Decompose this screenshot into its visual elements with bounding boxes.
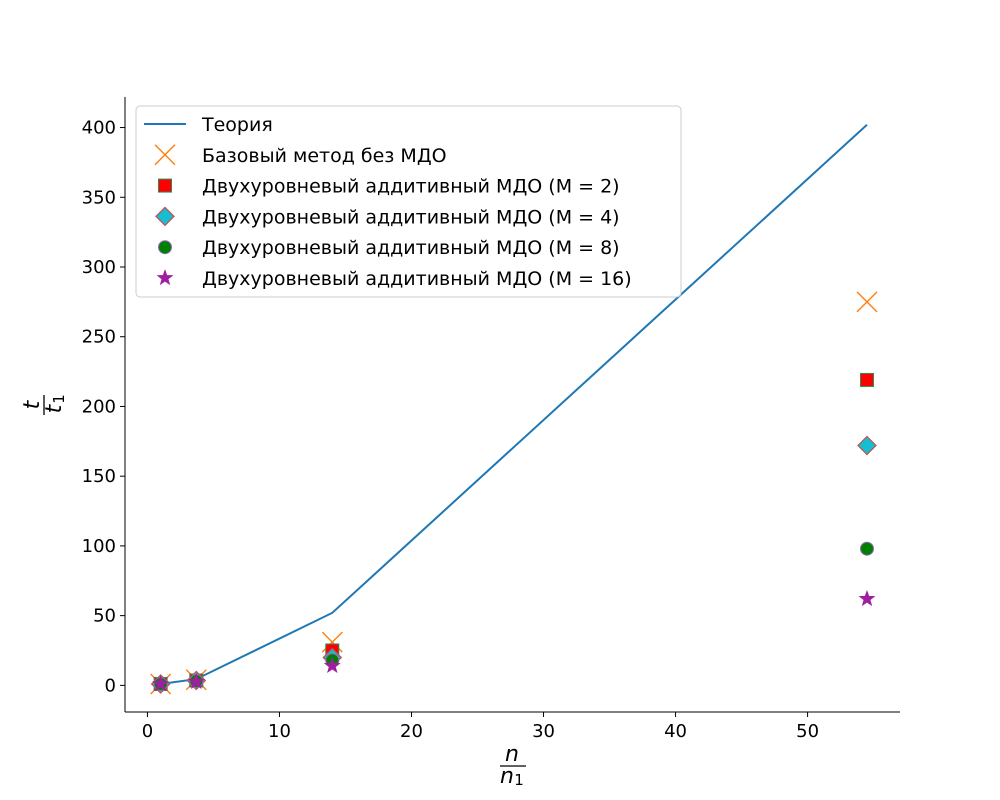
legend-marker <box>155 206 175 227</box>
x-tick-label: 20 <box>400 721 423 742</box>
legend-marker <box>154 144 176 166</box>
legend-marker <box>158 178 172 193</box>
legend-label: Двухуровневый аддитивный МДО (M = 8) <box>202 237 620 259</box>
series-0 <box>160 124 868 685</box>
series-5 <box>152 590 876 692</box>
y-tick-label: 300 <box>82 257 116 278</box>
x-label-numerator: n <box>505 742 519 767</box>
plot-area <box>150 124 878 695</box>
y-tick-label: 200 <box>82 396 116 417</box>
data-point <box>856 291 878 313</box>
legend-frame <box>135 105 682 298</box>
legend-item-0: Теория <box>144 114 273 136</box>
x-label-denominator: n <box>500 764 514 789</box>
series-2 <box>153 372 874 691</box>
series-1 <box>150 291 878 695</box>
legend-marker <box>156 269 174 286</box>
legend-label: Двухуровневый аддитивный МДО (M = 4) <box>202 206 620 228</box>
x-tick-label: 30 <box>532 721 555 742</box>
x-tick-label: 0 <box>142 721 153 742</box>
x-axis-label: n n 1 <box>500 742 526 789</box>
legend-marker-stroke-b <box>154 144 176 166</box>
data-point <box>859 541 874 556</box>
data-point <box>857 435 877 456</box>
y-label-numerator: t <box>20 399 45 409</box>
y-label-denominator-subscript: 1 <box>50 394 68 404</box>
y-tick-label: 350 <box>82 187 116 208</box>
y-ticks: 0 50 100 150 200 250 300 350 400 <box>82 118 125 696</box>
data-point <box>858 590 876 607</box>
y-tick-label: 250 <box>82 327 116 348</box>
legend-item-2: Двухуровневый аддитивный МДО (M = 2) <box>158 176 620 198</box>
x-label-denominator-subscript: 1 <box>514 771 524 789</box>
legend-item-5: Двухуровневый аддитивный МДО (M = 16) <box>156 268 632 290</box>
legend-item-4: Двухуровневый аддитивный МДО (M = 8) <box>158 237 620 259</box>
legend: Теория Базовый метод без МДО Двухуровневый… <box>135 105 682 298</box>
y-tick-label: 50 <box>93 606 116 627</box>
legend-label: Теория <box>201 114 273 136</box>
data-point <box>859 372 874 387</box>
legend-item-1: Базовый метод без МДО <box>154 144 447 167</box>
y-tick-label: 400 <box>82 118 116 139</box>
legend-label: Двухуровневый аддитивный МДО (M = 16) <box>202 268 632 290</box>
y-axis-label: t t 1 <box>20 394 68 415</box>
axes <box>124 97 900 713</box>
y-label-denominator: t <box>42 403 67 413</box>
series-3 <box>150 435 877 694</box>
x-tick-label: 40 <box>664 721 687 742</box>
legend-label: Базовый метод без МДО <box>202 145 447 167</box>
legend-item-3: Двухуровневый аддитивный МДО (M = 4) <box>155 206 620 228</box>
y-tick-label: 100 <box>82 536 116 557</box>
series-4 <box>153 541 874 691</box>
y-tick-label: 150 <box>82 466 116 487</box>
data-point <box>323 656 341 674</box>
data-point <box>152 675 170 692</box>
data-point-stroke-b <box>856 291 878 313</box>
legend-marker <box>158 240 172 255</box>
legend-label: Двухуровневый аддитивный МДО (M = 2) <box>202 176 620 198</box>
data-point <box>187 673 205 690</box>
series-line-theory <box>160 124 868 685</box>
x-tick-label: 50 <box>796 721 819 742</box>
x-ticks: 0 10 20 30 40 50 <box>142 712 819 742</box>
x-tick-label: 10 <box>268 721 291 742</box>
y-tick-label: 0 <box>105 675 116 696</box>
